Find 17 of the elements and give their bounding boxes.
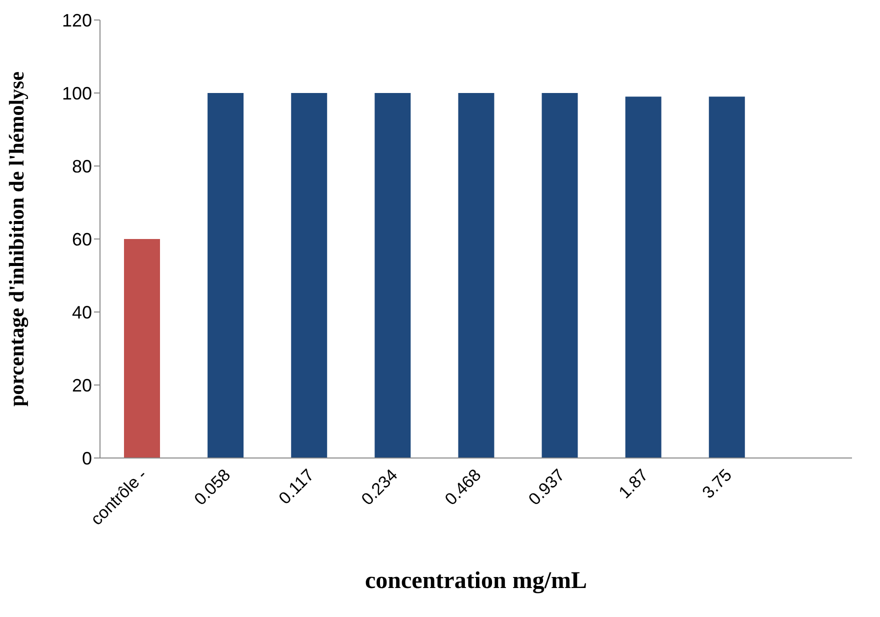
y-tick-label: 0 <box>82 448 92 468</box>
bar <box>625 96 662 458</box>
bar <box>291 93 328 458</box>
bar <box>124 239 160 458</box>
y-tick-label: 40 <box>72 302 92 322</box>
y-axis-title: porcentage d'inhibition de l'hémolyse <box>4 71 28 407</box>
bar <box>542 93 578 458</box>
y-tick-label: 60 <box>72 229 92 250</box>
bar <box>374 93 411 458</box>
y-tick-label: 120 <box>62 10 92 30</box>
bar <box>458 93 494 458</box>
x-axis-title: concentration mg/mL <box>365 568 587 594</box>
bar <box>708 96 745 458</box>
y-tick-label: 80 <box>72 156 92 176</box>
y-tick-label: 20 <box>72 375 92 396</box>
y-tick-label: 100 <box>62 83 92 104</box>
bar <box>208 93 244 458</box>
